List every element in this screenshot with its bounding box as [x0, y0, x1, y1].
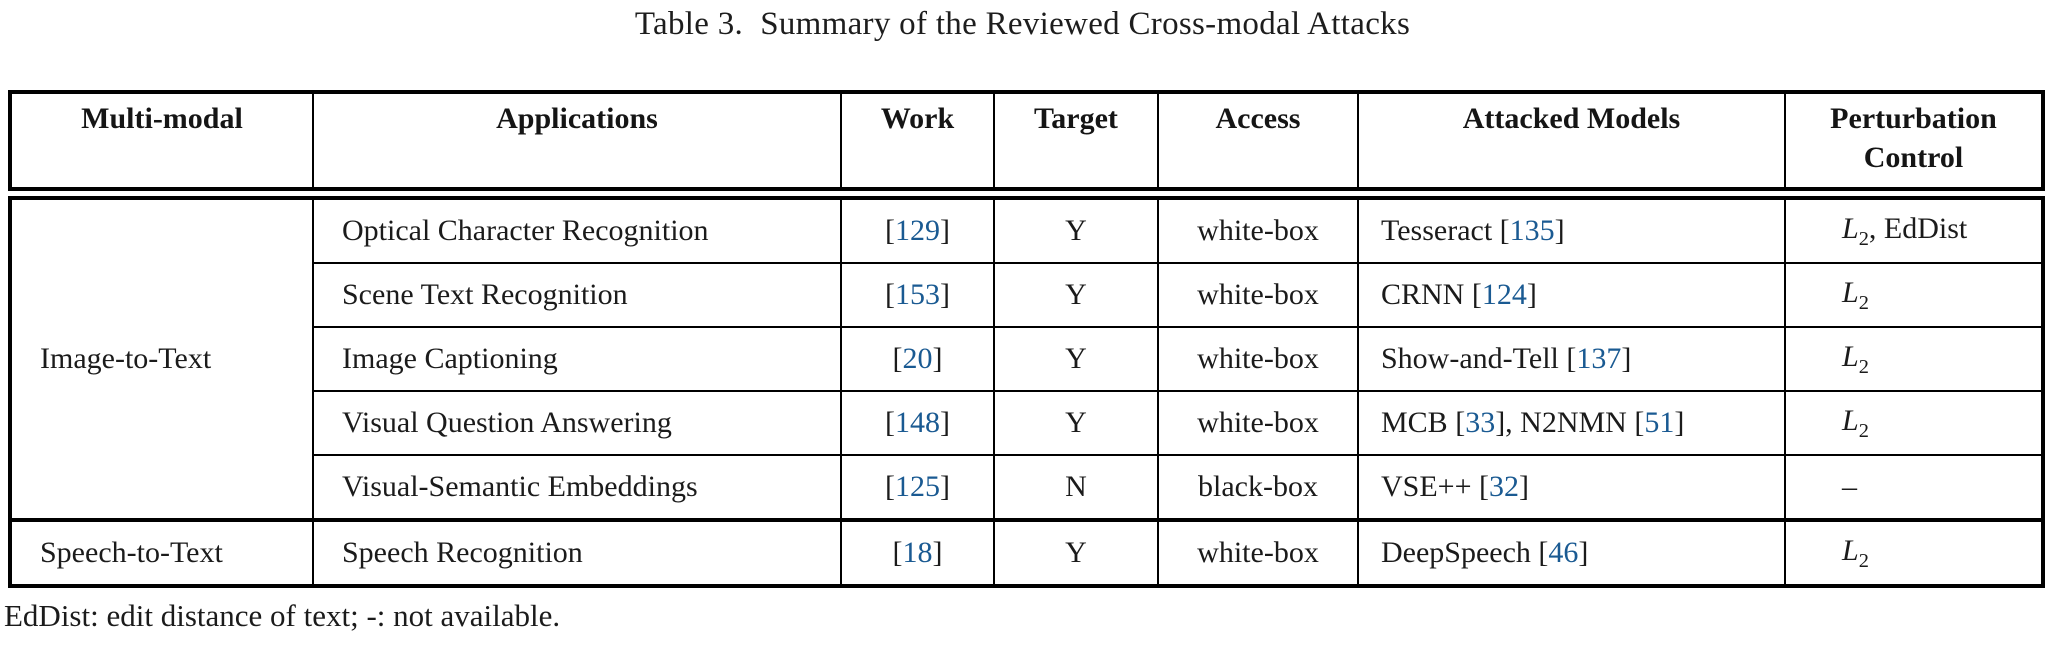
col-header-perturbation-control: Perturbation Control — [1784, 91, 2044, 200]
table-header: Multi-modal Applications Work Target Acc… — [9, 91, 2044, 200]
table-row: Speech-to-Text Speech Recognition [18] Y… — [9, 518, 2044, 587]
cell-attacked-models: CRNN [124] — [1357, 262, 1786, 328]
cell-perturbation-control: L2 — [1784, 518, 2044, 587]
cell-attacked-models: VSE++ [32] — [1357, 454, 1786, 521]
cell-access: white-box — [1157, 326, 1359, 392]
cell-access: white-box — [1157, 192, 1359, 264]
cell-target: Y — [993, 262, 1159, 328]
citation-link[interactable]: 148 — [895, 406, 940, 439]
citation-link[interactable]: 20 — [902, 342, 933, 375]
cell-work-citation: [129] — [840, 192, 995, 264]
math-L-norm: L — [1842, 211, 1859, 245]
citation-link[interactable]: 124 — [1481, 278, 1527, 311]
col-header-multi-modal: Multi-modal — [9, 91, 314, 200]
cell-attacked-models: Show-and-Tell [137] — [1357, 326, 1786, 392]
col-header-work: Work — [840, 91, 995, 200]
citation-link[interactable]: 18 — [902, 536, 933, 569]
citation-link[interactable]: 137 — [1576, 342, 1622, 375]
cell-attacked-models: DeepSpeech [46] — [1357, 518, 1786, 587]
citation-link[interactable]: 153 — [895, 278, 940, 311]
header-row: Multi-modal Applications Work Target Acc… — [9, 91, 2044, 200]
table-body: Image-to-Text Optical Character Recognit… — [9, 192, 2044, 587]
cell-perturbation-control: L2 — [1784, 262, 2044, 328]
cell-application: Speech Recognition — [312, 518, 842, 587]
col-header-target: Target — [993, 91, 1159, 200]
math-L-norm: L — [1842, 339, 1859, 373]
cell-perturbation-control: L2 — [1784, 326, 2044, 392]
math-L-norm: L — [1842, 403, 1859, 437]
cell-attacked-models: MCB [33], N2NMN [51] — [1357, 390, 1786, 456]
cell-target: Y — [993, 390, 1159, 456]
citation-link[interactable]: 33 — [1465, 406, 1496, 439]
citation-link[interactable]: 51 — [1644, 406, 1675, 439]
cell-access: white-box — [1157, 518, 1359, 587]
cell-target: Y — [993, 518, 1159, 587]
math-L-norm: L — [1842, 275, 1859, 309]
cell-attacked-models: Tesseract [135] — [1357, 192, 1786, 264]
cell-target: Y — [993, 326, 1159, 392]
table-row: Image Captioning [20] Y white-box Show-a… — [10, 326, 2044, 392]
col-header-access: Access — [1157, 91, 1359, 200]
math-L-norm: L — [1842, 533, 1859, 567]
cell-group-image-to-text: Image-to-Text — [9, 192, 314, 521]
cell-perturbation-control: L2, EdDist — [1784, 192, 2044, 264]
cell-work-citation: [125] — [840, 454, 995, 521]
cell-access: black-box — [1157, 454, 1359, 521]
cell-work-citation: [18] — [840, 518, 995, 587]
table-row: Visual Question Answering [148] Y white-… — [10, 390, 2044, 456]
cell-perturbation-control: L2 — [1784, 390, 2044, 456]
citation-link[interactable]: 135 — [1509, 214, 1555, 247]
cell-work-citation: [153] — [840, 262, 995, 328]
cell-access: white-box — [1157, 390, 1359, 456]
cell-access: white-box — [1157, 262, 1359, 328]
cell-application: Optical Character Recognition — [312, 192, 842, 264]
citation-link[interactable]: 125 — [895, 470, 940, 503]
table-caption: Table 3. Summary of the Reviewed Cross-m… — [634, 6, 1411, 42]
table-row: Scene Text Recognition [153] Y white-box… — [10, 262, 2044, 328]
cell-perturbation-control: – — [1784, 454, 2044, 521]
col-header-applications: Applications — [312, 91, 842, 200]
cell-work-citation: [148] — [840, 390, 995, 456]
cell-application: Scene Text Recognition — [312, 262, 842, 328]
cell-target: Y — [993, 192, 1159, 264]
cell-group-speech-to-text: Speech-to-Text — [9, 518, 314, 587]
cell-application: Image Captioning — [312, 326, 842, 392]
table-row: Image-to-Text Optical Character Recognit… — [9, 192, 2044, 521]
col-header-attacked-models: Attacked Models — [1357, 91, 1786, 200]
cell-work-citation: [20] — [840, 326, 995, 392]
cell-application: Visual-Semantic Embeddings — [312, 454, 842, 521]
table-footnote: EdDist: edit distance of text; -: not av… — [4, 598, 561, 633]
citation-link[interactable]: 32 — [1489, 470, 1520, 503]
cell-target: N — [993, 454, 1159, 521]
citation-link[interactable]: 129 — [895, 214, 940, 247]
cell-application: Visual Question Answering — [312, 390, 842, 456]
citation-link[interactable]: 46 — [1548, 536, 1579, 569]
cross-modal-attacks-table: Multi-modal Applications Work Target Acc… — [8, 90, 2045, 588]
table-row: Visual-Semantic Embeddings [125] N black… — [10, 454, 2044, 521]
